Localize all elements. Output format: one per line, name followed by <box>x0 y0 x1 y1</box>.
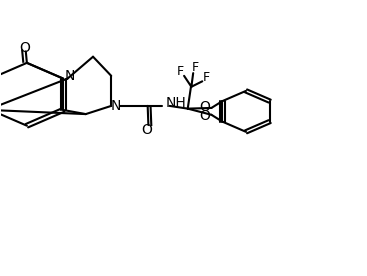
Text: O: O <box>19 41 30 55</box>
Text: NH: NH <box>166 96 186 110</box>
Text: O: O <box>141 123 152 137</box>
Text: O: O <box>199 100 210 114</box>
Text: F: F <box>202 71 210 84</box>
Text: N: N <box>65 69 75 83</box>
Text: O: O <box>199 109 210 123</box>
Text: F: F <box>177 65 184 78</box>
Text: F: F <box>192 61 199 74</box>
Text: N: N <box>110 99 121 113</box>
